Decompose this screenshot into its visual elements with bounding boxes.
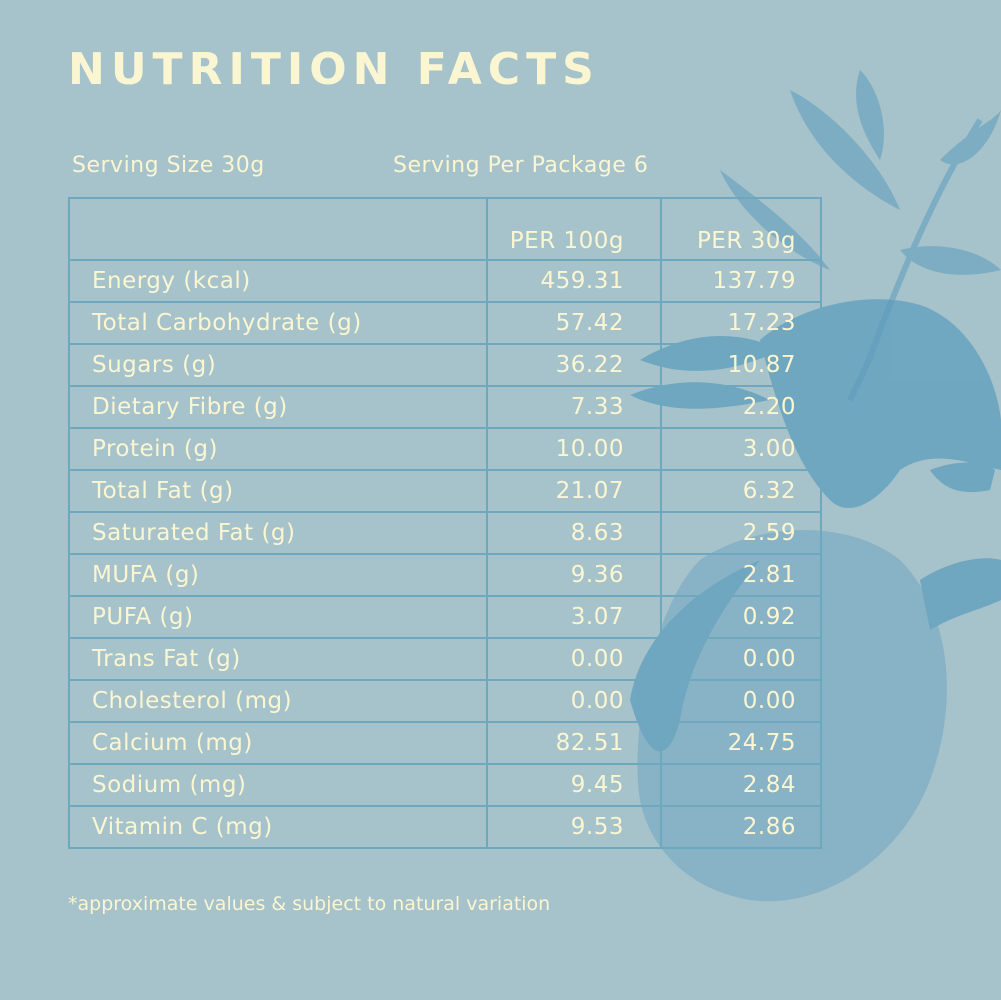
nutrient-label: Energy (kcal) xyxy=(68,259,488,303)
table-row: PUFA (g) 3.07 0.92 xyxy=(68,595,822,639)
servings-per-package: Serving Per Package 6 xyxy=(393,153,649,178)
nutrient-label: Trans Fat (g) xyxy=(68,637,488,681)
value-per-100g: 9.45 xyxy=(486,763,662,807)
column-header-per-30g: PER 30g xyxy=(660,197,822,261)
value-per-30g: 2.20 xyxy=(660,385,822,429)
nutrient-label: PUFA (g) xyxy=(68,595,488,639)
nutrient-label: Total Carbohydrate (g) xyxy=(68,301,488,345)
nutrient-label: Sugars (g) xyxy=(68,343,488,387)
nutrient-label: Vitamin C (mg) xyxy=(68,805,488,849)
table-row: Protein (g) 10.00 3.00 xyxy=(68,427,822,471)
table-row: Energy (kcal) 459.31 137.79 xyxy=(68,259,822,303)
table-row: Vitamin C (mg) 9.53 2.86 xyxy=(68,805,822,849)
table-row: Cholesterol (mg) 0.00 0.00 xyxy=(68,679,822,723)
value-per-30g: 2.86 xyxy=(660,805,822,849)
value-per-30g: 2.59 xyxy=(660,511,822,555)
value-per-100g: 57.42 xyxy=(486,301,662,345)
table-row: Saturated Fat (g) 8.63 2.59 xyxy=(68,511,822,555)
value-per-100g: 9.36 xyxy=(486,553,662,597)
nutrition-table: PER 100g PER 30g Energy (kcal) 459.31 137.… xyxy=(68,197,822,849)
value-per-100g: 9.53 xyxy=(486,805,662,849)
value-per-30g: 10.87 xyxy=(660,343,822,387)
footnote: *approximate values & subject to natural… xyxy=(68,893,551,915)
value-per-30g: 17.23 xyxy=(660,301,822,345)
table-row: Trans Fat (g) 0.00 0.00 xyxy=(68,637,822,681)
value-per-30g: 0.00 xyxy=(660,637,822,681)
table-row: Calcium (mg) 82.51 24.75 xyxy=(68,721,822,765)
column-header-nutrient xyxy=(68,197,488,261)
value-per-100g: 21.07 xyxy=(486,469,662,513)
table-header-row: PER 100g PER 30g xyxy=(68,197,822,261)
value-per-30g: 2.81 xyxy=(660,553,822,597)
table-row: Total Carbohydrate (g) 57.42 17.23 xyxy=(68,301,822,345)
nutrient-label: Cholesterol (mg) xyxy=(68,679,488,723)
table-row: Total Fat (g) 21.07 6.32 xyxy=(68,469,822,513)
page-title: NUTRITION FACTS xyxy=(68,44,600,95)
value-per-100g: 7.33 xyxy=(486,385,662,429)
nutrient-label: Calcium (mg) xyxy=(68,721,488,765)
value-per-100g: 0.00 xyxy=(486,679,662,723)
value-per-30g: 137.79 xyxy=(660,259,822,303)
value-per-100g: 82.51 xyxy=(486,721,662,765)
value-per-30g: 24.75 xyxy=(660,721,822,765)
table-row: MUFA (g) 9.36 2.81 xyxy=(68,553,822,597)
value-per-30g: 0.00 xyxy=(660,679,822,723)
value-per-100g: 0.00 xyxy=(486,637,662,681)
nutrient-label: MUFA (g) xyxy=(68,553,488,597)
value-per-100g: 10.00 xyxy=(486,427,662,471)
serving-size: Serving Size 30g xyxy=(72,153,265,178)
table-row: Dietary Fibre (g) 7.33 2.20 xyxy=(68,385,822,429)
nutrient-label: Saturated Fat (g) xyxy=(68,511,488,555)
value-per-100g: 459.31 xyxy=(486,259,662,303)
value-per-30g: 2.84 xyxy=(660,763,822,807)
nutrient-label: Total Fat (g) xyxy=(68,469,488,513)
nutrient-label: Sodium (mg) xyxy=(68,763,488,807)
nutrient-label: Dietary Fibre (g) xyxy=(68,385,488,429)
value-per-100g: 3.07 xyxy=(486,595,662,639)
nutrient-label: Protein (g) xyxy=(68,427,488,471)
value-per-30g: 0.92 xyxy=(660,595,822,639)
table-row: Sugars (g) 36.22 10.87 xyxy=(68,343,822,387)
value-per-100g: 8.63 xyxy=(486,511,662,555)
table-row: Sodium (mg) 9.45 2.84 xyxy=(68,763,822,807)
value-per-30g: 6.32 xyxy=(660,469,822,513)
value-per-100g: 36.22 xyxy=(486,343,662,387)
column-header-per-100g: PER 100g xyxy=(486,197,662,261)
value-per-30g: 3.00 xyxy=(660,427,822,471)
